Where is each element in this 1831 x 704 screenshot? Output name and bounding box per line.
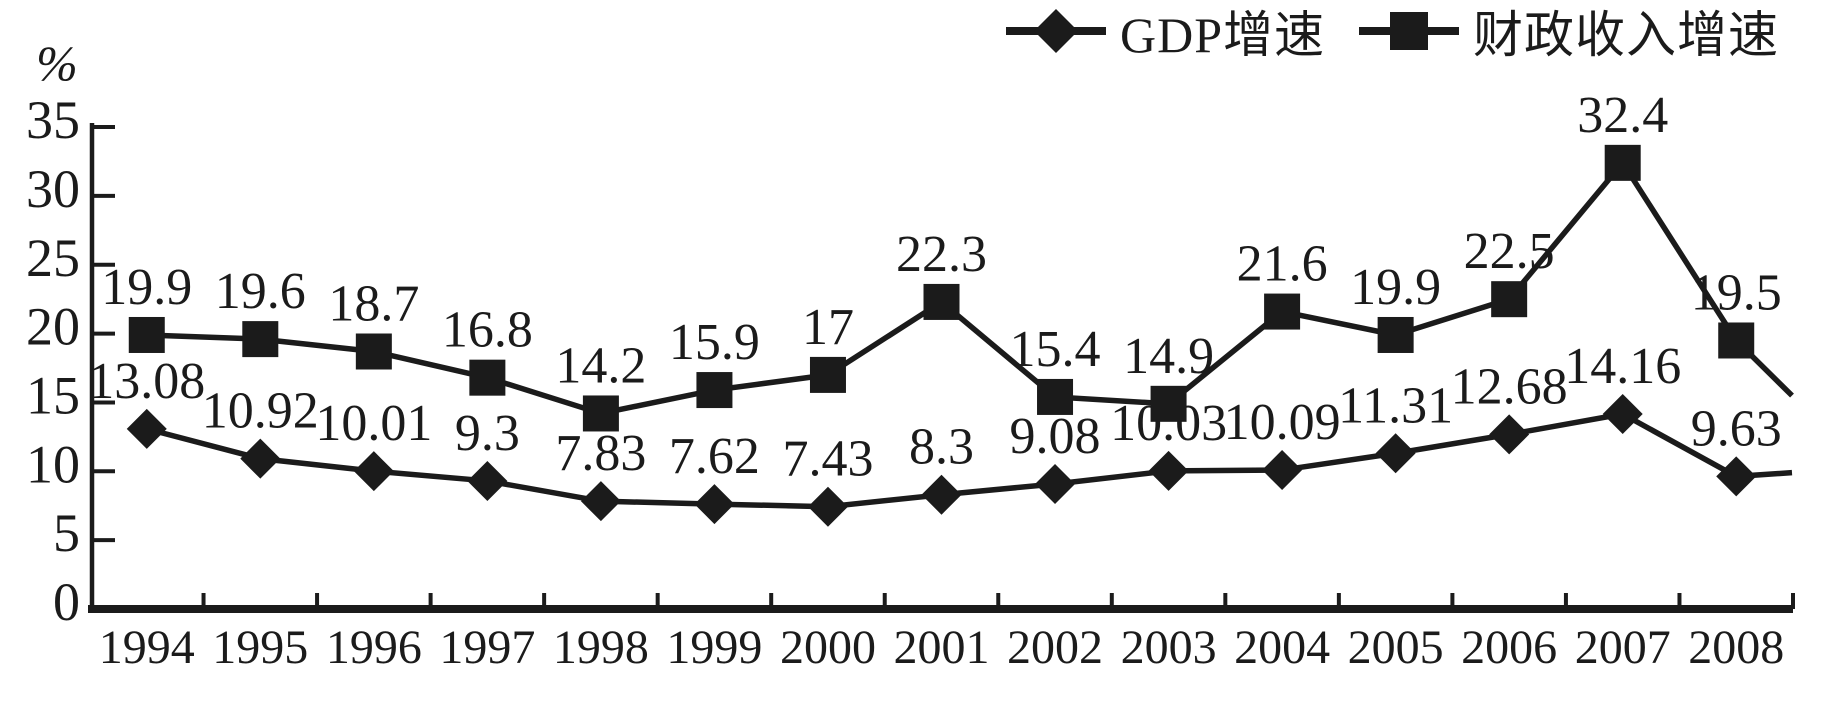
data-label: 15.9: [669, 314, 760, 371]
data-point-diamond: [580, 481, 621, 522]
data-point-diamond: [1602, 394, 1643, 435]
data-point-diamond: [353, 451, 394, 492]
y-tick-label: 20: [26, 297, 80, 357]
x-tick-label: 2006: [1461, 621, 1557, 674]
x-tick-label: 1997: [439, 621, 535, 674]
data-label: 12.68: [1451, 358, 1568, 415]
data-label: 9.63: [1691, 400, 1782, 457]
y-tick-label: 5: [53, 503, 80, 563]
data-point-diamond: [240, 438, 281, 479]
y-tick-label: 10: [26, 434, 80, 494]
data-label: 22.3: [896, 226, 987, 283]
data-label: 7.43: [782, 431, 873, 488]
data-point-square: [696, 372, 733, 409]
x-tick-label: 2005: [1348, 621, 1444, 674]
data-point-square: [469, 359, 506, 396]
x-tick-label: 2008: [1688, 621, 1784, 674]
x-tick-label: 2003: [1121, 621, 1217, 674]
data-point-diamond: [1035, 463, 1076, 504]
data-label: 7.62: [669, 428, 760, 485]
y-tick-label: 30: [26, 159, 80, 219]
data-label: 17: [802, 299, 854, 356]
data-label: 22.5: [1464, 223, 1555, 280]
data-point-square: [355, 333, 392, 370]
series-line-square: [146, 158, 1794, 417]
data-label: 11.31: [1338, 377, 1453, 434]
x-tick-label: 2002: [1007, 621, 1103, 674]
data-label: 9.08: [1010, 408, 1101, 465]
y-tick-label: 0: [53, 572, 80, 632]
data-label: 21.6: [1237, 236, 1328, 293]
diamond-series-legend-icon: [1006, 9, 1106, 53]
x-tick-label: 2000: [780, 621, 876, 674]
data-point-diamond: [1716, 456, 1757, 497]
x-tick-label: 1999: [666, 621, 762, 674]
data-point-square: [923, 283, 960, 320]
data-label: 14.9: [1123, 328, 1214, 385]
data-label: 19.5: [1691, 264, 1782, 321]
data-label: 10.92: [202, 383, 319, 440]
legend-item-fiscal-revenue-growth: 财政收入增速: [1359, 2, 1779, 63]
data-point-diamond: [1489, 414, 1530, 455]
y-tick-label: 35: [26, 90, 80, 150]
y-tick-label: 15: [26, 365, 80, 425]
data-point-square: [1604, 144, 1641, 181]
data-point-square: [1491, 281, 1528, 318]
data-label: 10.01: [315, 395, 432, 452]
data-point-square: [128, 316, 165, 353]
y-tick-label: 25: [26, 228, 80, 288]
data-label: 8.3: [909, 419, 974, 476]
x-tick-label: 1998: [553, 621, 649, 674]
legend-item-gdp-growth: GDP增速: [1006, 2, 1325, 63]
data-point-diamond: [1375, 433, 1416, 474]
data-label: 19.9: [1350, 259, 1441, 316]
x-tick-label: 1996: [326, 621, 422, 674]
legend-label-gdp-growth: GDP增速: [1120, 7, 1326, 63]
x-tick-label: 2004: [1234, 621, 1330, 674]
data-point-diamond: [807, 486, 848, 527]
data-point-diamond: [1148, 450, 1189, 491]
data-point-diamond: [1262, 450, 1303, 491]
x-tick-label: 2007: [1575, 621, 1671, 674]
y-axis-unit-label: %: [36, 35, 78, 91]
x-tick-label: 1995: [212, 621, 308, 674]
data-point-square: [1718, 322, 1755, 359]
data-point-diamond: [467, 460, 508, 501]
data-point-diamond: [694, 484, 735, 525]
series-line-diamond: [146, 411, 1793, 510]
data-label: 9.3: [455, 405, 520, 462]
data-label: 15.4: [1010, 321, 1101, 378]
data-label: 32.4: [1577, 87, 1668, 144]
data-label: 14.16: [1564, 338, 1681, 395]
data-point-square: [809, 356, 846, 393]
data-point-square: [1037, 378, 1074, 415]
data-label: 16.8: [442, 302, 533, 359]
square-series-legend-icon: [1359, 12, 1460, 50]
data-point-diamond: [921, 474, 962, 515]
data-label: 18.7: [328, 276, 419, 333]
data-point-square: [582, 395, 619, 432]
x-tick-label: 1994: [99, 621, 195, 674]
data-label: 14.2: [555, 337, 646, 394]
data-label: 19.6: [215, 263, 306, 320]
data-label: 19.9: [101, 259, 192, 316]
data-point-square: [1377, 316, 1414, 353]
data-point-diamond: [126, 408, 167, 449]
data-label: 10.09: [1224, 394, 1341, 451]
chart-legend: GDP增速 财政收入增速: [1006, 2, 1779, 63]
x-tick-label: 2001: [894, 621, 990, 674]
data-label: 7.83: [555, 425, 646, 482]
data-point-square: [242, 321, 279, 358]
legend-label-fiscal-revenue-growth: 财政收入增速: [1473, 7, 1780, 63]
data-label: 13.08: [88, 353, 205, 410]
data-point-square: [1150, 385, 1187, 422]
data-point-square: [1264, 293, 1301, 330]
